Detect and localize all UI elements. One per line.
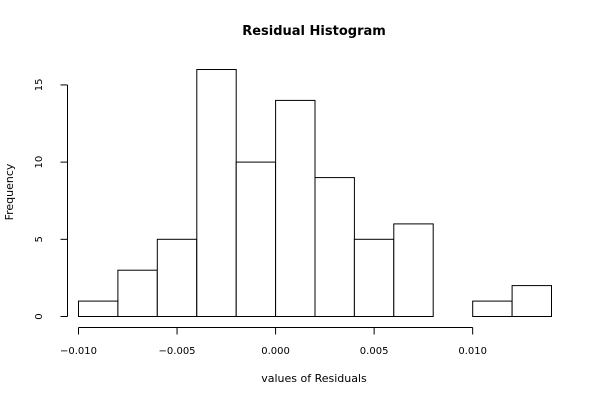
x-tick-label-3: 0.005 (360, 346, 389, 357)
histogram-bar-0 (78, 300, 119, 318)
histogram-bar-10 (472, 300, 513, 318)
x-tick-label-2: 0.000 (261, 346, 290, 357)
x-axis: −0.010 −0.005 0.000 0.005 0.010 (60, 327, 487, 357)
histogram-bar-11 (511, 285, 552, 318)
x-tick-label-0: −0.010 (60, 346, 97, 357)
chart-title: Residual Histogram (242, 24, 386, 39)
histogram-bar-5 (275, 99, 316, 318)
x-axis-label: values of Residuals (261, 372, 367, 385)
y-axis-label: Frequency (3, 163, 16, 220)
histogram-bar-3 (196, 69, 237, 317)
histogram-bar-6 (314, 177, 355, 317)
histogram-bar-2 (156, 238, 198, 317)
histogram-bar-1 (117, 269, 158, 318)
histogram-bar-7 (353, 238, 395, 317)
x-tick-label-4: 0.010 (458, 346, 487, 357)
y-axis: 0 5 10 15 (34, 79, 68, 320)
y-tick-label-3: 15 (34, 79, 45, 92)
histogram-bar-8 (393, 223, 434, 317)
y-tick-label-1: 5 (34, 236, 45, 242)
bars-group (78, 69, 552, 318)
y-tick-label-2: 10 (34, 156, 45, 169)
histogram-bar-4 (235, 161, 277, 317)
y-tick-label-0: 0 (34, 313, 45, 319)
x-tick-label-1: −0.005 (159, 346, 196, 357)
